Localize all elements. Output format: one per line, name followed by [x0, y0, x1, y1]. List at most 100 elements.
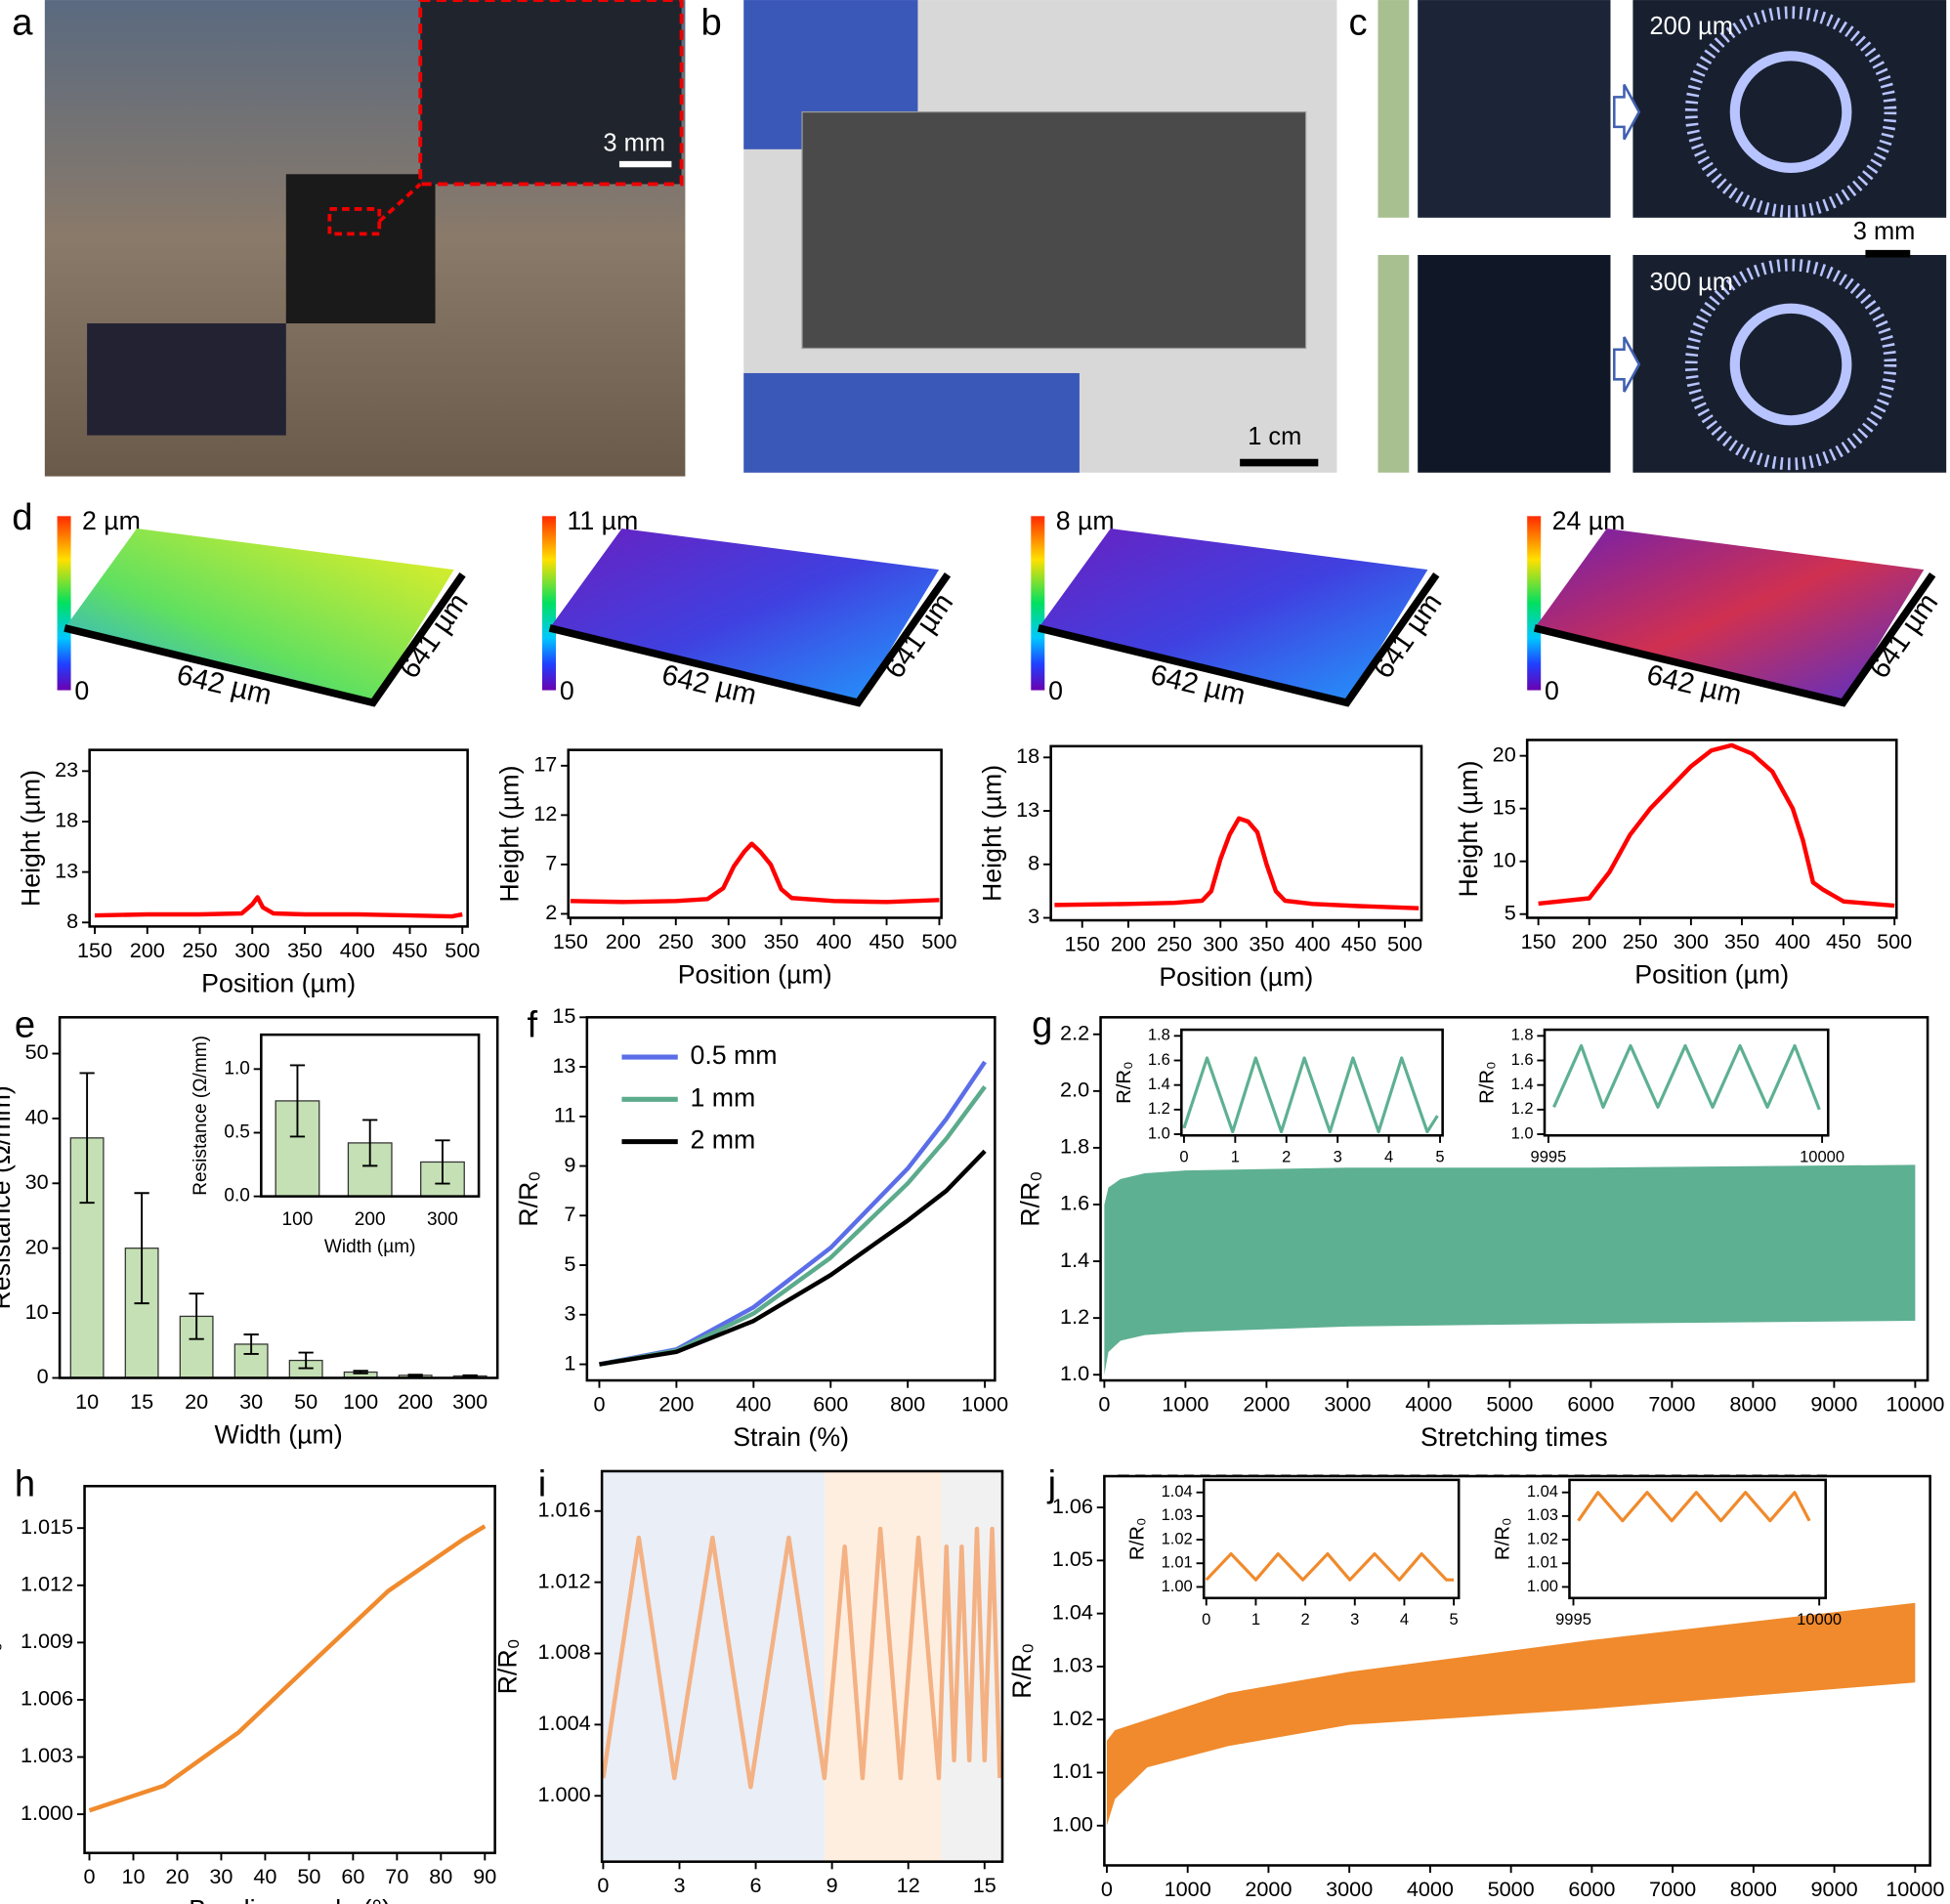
- x-tick-label: 7000: [1649, 1877, 1696, 1901]
- line: [1538, 742, 1895, 909]
- x-tick-label: 250: [1157, 931, 1192, 955]
- y-tick-label: 1.8: [1060, 1134, 1089, 1159]
- y-tick-label: 1.2: [1148, 1099, 1170, 1118]
- x-tick-label: 5000: [1488, 1877, 1535, 1901]
- x-tick-label: 3: [1334, 1147, 1342, 1165]
- x-tick-label: 9000: [1810, 1391, 1857, 1416]
- x-tick-label: 15: [973, 1873, 996, 1897]
- x-tick-label: 300: [1203, 931, 1238, 955]
- x-tick-label: 400: [817, 929, 852, 953]
- y-tick-label: 10: [1493, 847, 1516, 871]
- y-tick-label: 10: [25, 1299, 49, 1324]
- y-tick-label: 1.03: [1052, 1653, 1093, 1677]
- x-tick-label: 500: [1387, 931, 1422, 955]
- error-bar: [289, 1064, 306, 1138]
- height-map: [549, 529, 940, 703]
- height-map: [1038, 529, 1428, 703]
- panel-label: d: [12, 496, 32, 538]
- y-tick-label: 23: [55, 757, 78, 782]
- x-tick-label: 5000: [1486, 1391, 1533, 1416]
- shaded-region: [824, 1470, 942, 1862]
- y-tick-label: 1.00: [1162, 1577, 1193, 1595]
- y-axis-label: Height (µm): [17, 770, 46, 907]
- colorbar-min: 0: [74, 676, 89, 705]
- x-tick-label: 400: [340, 938, 375, 962]
- error-bar: [189, 1292, 204, 1340]
- x-tick-label: 200: [130, 938, 165, 962]
- x-axis-label: Position (µm): [678, 959, 832, 989]
- x-tick-label: 350: [1724, 929, 1759, 953]
- panel-label: f: [528, 1004, 538, 1046]
- x-tick-label: 400: [1775, 929, 1810, 953]
- x-tick-label: 2: [1300, 1610, 1309, 1629]
- x-tick-label: 70: [385, 1864, 408, 1888]
- y-tick-label: 2: [545, 900, 557, 924]
- colorbar: [542, 516, 557, 691]
- y-axis-label: R/R₀: [493, 1638, 523, 1694]
- y-axis-label: R/R₀: [1015, 1171, 1044, 1227]
- y-tick-label: 30: [25, 1169, 49, 1194]
- y-tick-label: 8: [1028, 851, 1039, 875]
- x-tick-label: 0: [1179, 1147, 1188, 1165]
- error-bar: [353, 1370, 368, 1375]
- x-axis-label: Bending angle (°): [189, 1895, 391, 1904]
- x-tick-label: 250: [658, 929, 694, 953]
- x-axis-label: Position (µm): [1159, 962, 1313, 992]
- y-tick-label: 0: [37, 1364, 49, 1388]
- x-tick-label: 500: [1877, 929, 1912, 953]
- band: [1104, 1164, 1916, 1375]
- y-tick-label: 1.4: [1060, 1248, 1089, 1272]
- x-tick-label: 30: [239, 1389, 263, 1414]
- x-tick-label: 9995: [1531, 1147, 1567, 1165]
- y-axis-label: R/R₀: [514, 1171, 543, 1227]
- line: [88, 1524, 487, 1813]
- width-label: 300 µm: [1650, 269, 1733, 296]
- colorbar: [57, 516, 71, 691]
- colorbar-max: 8 µm: [1056, 506, 1115, 535]
- y-tick-label: 1.04: [1527, 1482, 1558, 1501]
- y-tick-label: 11: [554, 1103, 575, 1127]
- plot-background: [1527, 740, 1897, 918]
- x-tick-label: 1000: [1165, 1877, 1211, 1901]
- y-axis-label: R/R₀: [1114, 1061, 1135, 1104]
- x-tick-label: 300: [452, 1389, 488, 1414]
- x-tick-label: 40: [253, 1864, 276, 1888]
- y-tick-label: 1.03: [1162, 1505, 1193, 1524]
- y-tick-label: 1.8: [1511, 1026, 1534, 1044]
- x-tick-label: 8000: [1730, 1877, 1777, 1901]
- x-tick-label: 150: [1065, 931, 1100, 955]
- x-tick-label: 5: [1435, 1147, 1444, 1165]
- x-tick-label: 0: [597, 1873, 609, 1897]
- y-tick-label: 18: [1016, 743, 1039, 768]
- y-tick-label: 1.012: [538, 1568, 591, 1592]
- x-tick-label: 90: [473, 1864, 496, 1888]
- x-tick-label: 450: [1826, 929, 1861, 953]
- x-tick-label: 350: [1249, 931, 1284, 955]
- x-tick-label: 80: [429, 1864, 452, 1888]
- axes-frame: [585, 1016, 996, 1382]
- y-tick-label: 1.0: [1148, 1123, 1170, 1142]
- y-tick-label: 1: [564, 1350, 575, 1375]
- y-axis-label: Resistance (Ω/mm): [191, 1036, 211, 1196]
- x-tick-label: 6000: [1567, 1391, 1614, 1416]
- y-tick-label: 2.0: [1060, 1078, 1089, 1102]
- x-tick-label: 8000: [1729, 1391, 1776, 1416]
- x-tick-label: 4: [1400, 1610, 1409, 1629]
- line: [1577, 1491, 1811, 1523]
- x-axis-label: Position (µm): [1634, 959, 1789, 989]
- line: [1182, 1056, 1439, 1134]
- x-tick-label: 150: [1521, 929, 1556, 953]
- y-tick-label: 13: [55, 858, 78, 882]
- scale-label: 3 mm: [1853, 218, 1916, 245]
- axes-frame: [88, 748, 469, 928]
- line: [599, 1149, 987, 1367]
- axes-frame: [1103, 1474, 1931, 1867]
- x-tick-label: 15: [130, 1389, 153, 1414]
- y-tick-label: 40: [25, 1105, 49, 1129]
- arrow: [1613, 84, 1641, 141]
- micrograph: [1418, 255, 1611, 473]
- spiral: [1684, 258, 1897, 471]
- y-tick-label: 1.0: [224, 1058, 250, 1079]
